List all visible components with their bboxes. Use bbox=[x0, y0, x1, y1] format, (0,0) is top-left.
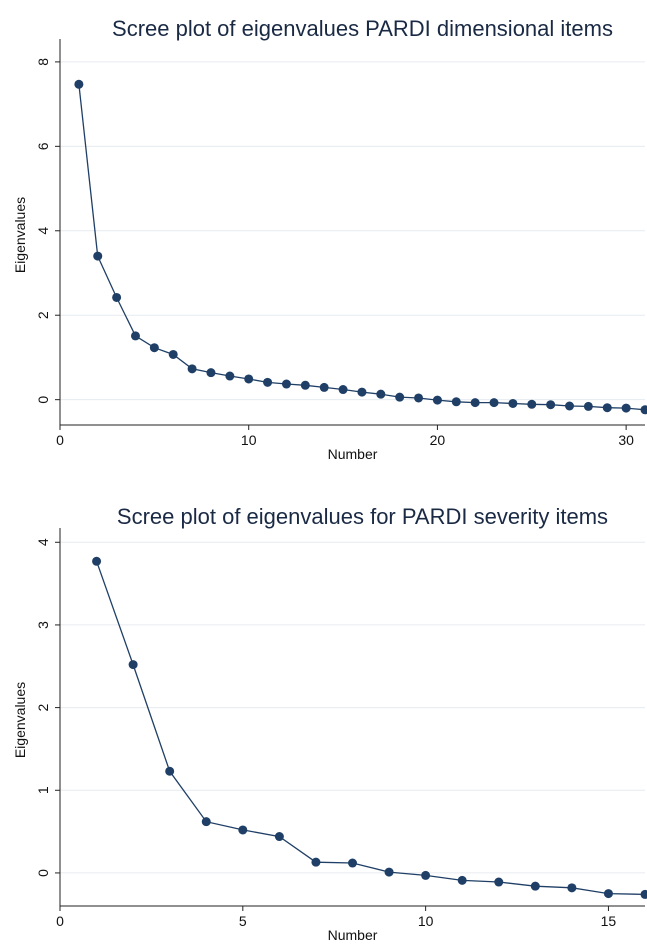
chart2-series-line bbox=[95, 561, 646, 896]
chart1-data-point bbox=[470, 398, 480, 408]
scree-plot-dimensional: Scree plot of eigenvalues PARDI dimensio… bbox=[0, 0, 647, 470]
chart2-title: Scree plot of eigenvalues for PARDI seve… bbox=[117, 504, 608, 529]
chart2-x-axis-label: Number bbox=[328, 927, 378, 943]
scree-plot-dimensional-svg: Scree plot of eigenvalues PARDI dimensio… bbox=[12, 16, 647, 462]
chart1-data-point bbox=[338, 385, 348, 395]
chart2-data-point bbox=[457, 875, 467, 885]
chart2-data-point bbox=[603, 889, 613, 899]
chart1-title: Scree plot of eigenvalues PARDI dimensio… bbox=[112, 16, 613, 41]
chart1-data-point bbox=[640, 405, 647, 415]
chart1-data-point bbox=[263, 377, 273, 387]
chart1-y-tick-label: 4 bbox=[35, 227, 51, 235]
chart1-y-tick-label: 8 bbox=[35, 58, 51, 66]
chart1-data-point bbox=[395, 392, 405, 402]
chart2-data-point bbox=[128, 660, 138, 670]
chart1-data-point bbox=[508, 398, 518, 408]
chart1-data-point bbox=[376, 389, 386, 399]
scree-plot-severity-svg: Scree plot of eigenvalues for PARDI seve… bbox=[12, 504, 647, 943]
chart2-data-point bbox=[640, 889, 647, 899]
chart1-data-point bbox=[74, 79, 84, 89]
chart1-series-line bbox=[78, 84, 646, 411]
chart2-data-point bbox=[311, 857, 321, 867]
chart1-data-point bbox=[300, 380, 310, 390]
chart2-data-point bbox=[165, 766, 175, 776]
chart2-y-axis-label: Eigenvalues bbox=[12, 682, 28, 758]
chart1-y-axis-label: Eigenvalues bbox=[12, 197, 28, 273]
chart1-data-point bbox=[451, 397, 461, 407]
chart1-y-tick-label: 2 bbox=[35, 311, 51, 319]
chart1-data-point bbox=[489, 398, 499, 408]
chart2-x-tick-label: 0 bbox=[56, 913, 64, 929]
chart1-data-point bbox=[527, 399, 537, 409]
chart1-data-point bbox=[357, 387, 367, 397]
chart1-data-point bbox=[225, 371, 235, 381]
chart2-x-tick-label: 15 bbox=[601, 913, 617, 929]
chart1-data-point bbox=[602, 403, 612, 413]
chart2-data-point bbox=[274, 832, 284, 842]
chart1-data-point bbox=[621, 403, 631, 413]
scree-plot-severity: Scree plot of eigenvalues for PARDI seve… bbox=[0, 474, 647, 949]
chart2-y-tick-label: 0 bbox=[35, 869, 51, 877]
chart1-data-point bbox=[319, 382, 329, 392]
chart2-data-point bbox=[201, 817, 211, 827]
chart1-data-point bbox=[112, 292, 122, 302]
chart1-x-tick-label: 10 bbox=[241, 432, 257, 448]
chart1-data-point bbox=[583, 401, 593, 411]
chart1-x-tick-label: 20 bbox=[430, 432, 446, 448]
chart1-x-axis-label: Number bbox=[328, 446, 378, 462]
chart2-x-tick-label: 10 bbox=[418, 913, 434, 929]
chart2-y-tick-label: 3 bbox=[35, 621, 51, 629]
chart2-data-point bbox=[494, 877, 504, 887]
chart1-data-point bbox=[281, 379, 291, 389]
chart2-data-point bbox=[384, 867, 394, 877]
chart2-y-tick-label: 2 bbox=[35, 703, 51, 711]
chart1-data-point bbox=[244, 374, 254, 384]
chart1-data-point bbox=[168, 349, 178, 359]
chart2-x-tick-label: 5 bbox=[239, 913, 247, 929]
chart2-data-point bbox=[567, 883, 577, 893]
chart1-data-point bbox=[546, 400, 556, 410]
chart2-data-point bbox=[238, 825, 248, 835]
chart1-data-point bbox=[187, 364, 197, 374]
chart1-data-point bbox=[149, 343, 159, 353]
chart2-data-point bbox=[348, 858, 357, 868]
chart1-data-point bbox=[206, 368, 216, 378]
chart2-data-point bbox=[92, 556, 102, 566]
chart1-y-tick-label: 0 bbox=[35, 396, 51, 404]
chart1-data-point bbox=[432, 395, 442, 405]
chart1-data-point bbox=[565, 401, 575, 411]
chart1-data-point bbox=[130, 331, 140, 341]
chart1-data-point bbox=[93, 251, 103, 261]
chart1-y-tick-label: 6 bbox=[35, 142, 51, 150]
chart2-data-point bbox=[421, 870, 431, 880]
chart2-y-tick-label: 4 bbox=[35, 538, 51, 546]
chart1-x-tick-label: 0 bbox=[56, 432, 64, 448]
chart2-y-tick-label: 1 bbox=[35, 786, 51, 794]
chart1-data-point bbox=[414, 393, 424, 403]
chart2-data-point bbox=[530, 881, 540, 891]
chart1-x-tick-label: 30 bbox=[618, 432, 634, 448]
